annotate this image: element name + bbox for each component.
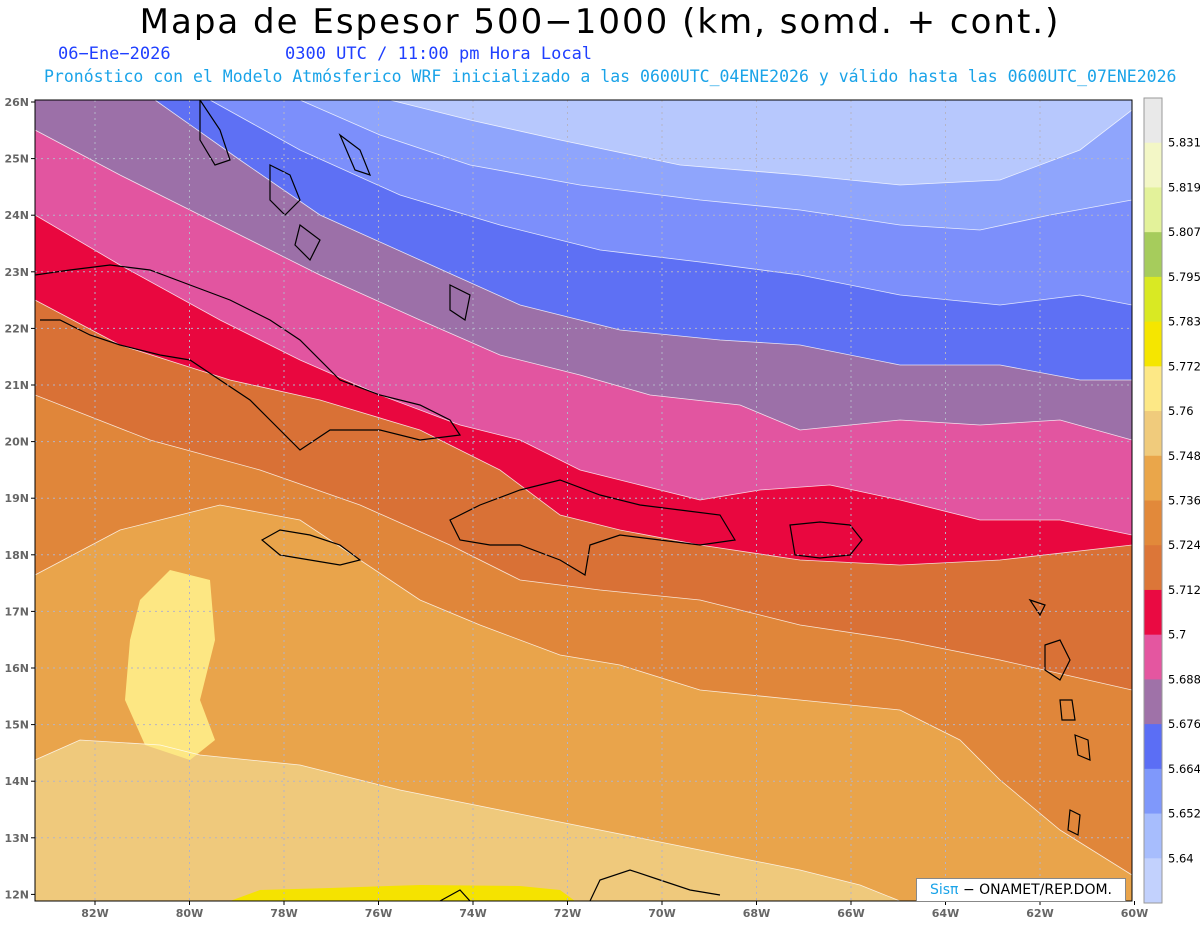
- colorbar-swatch: [1144, 813, 1162, 859]
- colorbar-label: 5.724: [1168, 538, 1200, 552]
- lesser-antilles-4: [1067, 809, 1081, 836]
- colorbar-swatch: [1144, 187, 1162, 233]
- forecast-date: 06−Ene−2026: [58, 44, 171, 64]
- lat-label: 18N: [4, 549, 29, 562]
- bahamas-1: [269, 164, 301, 216]
- colorbar-label: 5.712: [1168, 583, 1200, 597]
- credit-box: Sisπ − ONAMET/REP.DOM.: [916, 878, 1126, 902]
- bahamas-3: [338, 133, 372, 176]
- lat-label: 16N: [4, 662, 29, 675]
- colorbar-swatch: [1144, 98, 1162, 144]
- colorbar-swatch: [1144, 455, 1162, 501]
- colorbar-swatch: [1144, 366, 1162, 412]
- lat-label: 26N: [4, 96, 29, 109]
- colorbar-label: 5.783: [1168, 315, 1200, 329]
- band-5783-a: [125, 570, 215, 760]
- lesser-antilles-1: [1044, 639, 1071, 681]
- colorbar-label: 5.76: [1168, 404, 1194, 418]
- lon-label: 68W: [743, 907, 770, 920]
- map-frame: [34, 99, 1133, 902]
- map-title: Mapa de Espesor 500−1000 (km, somd. + co…: [139, 2, 1061, 42]
- lat-label: 20N: [4, 436, 29, 449]
- colorbar-swatch: [1144, 634, 1162, 680]
- hispaniola-coast: [449, 479, 736, 576]
- lon-label: 80W: [176, 907, 203, 920]
- lat-label: 15N: [4, 719, 29, 732]
- map-plot-area: [35, 100, 1132, 901]
- forecast-time: 0300 UTC / 11:00 pm Hora Local: [285, 44, 593, 64]
- colorbar-swatch: [1144, 679, 1162, 725]
- colorbar-label: 5.664: [1168, 762, 1200, 776]
- lon-label: 76W: [365, 907, 392, 920]
- jamaica-coast: [260, 529, 362, 566]
- colorbar-label: 5.772: [1168, 359, 1200, 373]
- graticule: [35, 100, 1132, 901]
- colorbar-label: 5.807: [1168, 225, 1200, 239]
- colorbar-label: 5.688: [1168, 672, 1200, 686]
- puerto-rico-coast: [789, 521, 863, 559]
- colorbar-swatch: [1144, 411, 1162, 457]
- colorbar-swatch: [1144, 545, 1162, 591]
- lon-label: 60W: [1121, 907, 1148, 920]
- venezuela-coast: [589, 869, 721, 901]
- lon-label: 66W: [837, 907, 864, 920]
- lat-label: 13N: [4, 832, 29, 845]
- colorbar-swatch: [1144, 321, 1162, 367]
- lon-label: 64W: [932, 907, 959, 920]
- lon-label: 78W: [270, 907, 297, 920]
- colorbar-swatch: [1144, 500, 1162, 546]
- contour-lines: [35, 100, 1132, 901]
- lat-label: 19N: [4, 492, 29, 505]
- colorbar-frame: [1143, 97, 1163, 904]
- lat-label: 23N: [4, 266, 29, 279]
- colorbar-swatch: [1144, 232, 1162, 278]
- colorbar-label: 5.748: [1168, 449, 1200, 463]
- sispi-logo: Sisπ: [929, 882, 959, 898]
- colorbar-label: 5.652: [1168, 807, 1200, 821]
- band-5783-b: [230, 885, 575, 901]
- lat-label: 12N: [4, 888, 29, 901]
- colorbar-swatch: [1144, 768, 1162, 815]
- bahamas-2: [294, 223, 321, 262]
- colorbar-label: 5.64: [1168, 851, 1194, 865]
- lon-label: 82W: [81, 907, 108, 920]
- andros-island: [199, 100, 231, 166]
- colorbar-swatch: [1144, 276, 1162, 323]
- lat-label: 24N: [4, 209, 29, 222]
- colorbar-label: 5.831: [1168, 136, 1200, 150]
- lon-label: 74W: [459, 907, 486, 920]
- longitude-labels: 82W 80W 78W 76W 74W 72W 70W 68W 66W 64W 62W 60W: [81, 901, 1148, 920]
- lat-label: 17N: [4, 605, 29, 618]
- colorbar-swatch: [1144, 142, 1162, 188]
- colorbar-label: 5.795: [1168, 270, 1200, 284]
- lat-label: 21N: [4, 379, 29, 392]
- colorbar-label: 5.819: [1168, 180, 1200, 194]
- lesser-antilles-2: [1059, 699, 1076, 721]
- colorbar-swatch: [1144, 858, 1162, 904]
- coastlines: [35, 100, 1091, 901]
- band-5772: [35, 740, 900, 901]
- lesser-antilles-3: [1074, 734, 1091, 761]
- colorbar-label: 5.676: [1168, 717, 1200, 731]
- lat-label: 14N: [4, 775, 29, 788]
- lesser-antilles-5: [1028, 598, 1046, 617]
- colorbar-swatch: [1144, 724, 1162, 770]
- bahamas-4: [449, 284, 471, 321]
- forecast-description: Pronóstico con el Modelo Atmósferico WRF…: [44, 67, 1177, 86]
- colorbar-swatch: [1144, 589, 1162, 636]
- colorbar-label: 5.7: [1168, 628, 1186, 642]
- lat-label: 22N: [4, 322, 29, 335]
- cuba-coast: [35, 264, 462, 451]
- credit-text: − ONAMET/REP.DOM.: [962, 882, 1112, 898]
- colombia-coast: [439, 889, 471, 901]
- latitude-labels: 26N 25N 24N 23N 22N 21N 20N 19N 18N 17N 16N 15N 14N 1…: [4, 96, 35, 901]
- colorbar-label: 5.736: [1168, 494, 1200, 508]
- lon-label: 70W: [648, 907, 675, 920]
- lon-label: 62W: [1026, 907, 1053, 920]
- colorbar: 5.831 5.819 5.807 5.795 5.783 5.772 5.76 5.748 5…: [1143, 97, 1200, 904]
- lon-label: 72W: [554, 907, 581, 920]
- lat-label: 25N: [4, 153, 29, 166]
